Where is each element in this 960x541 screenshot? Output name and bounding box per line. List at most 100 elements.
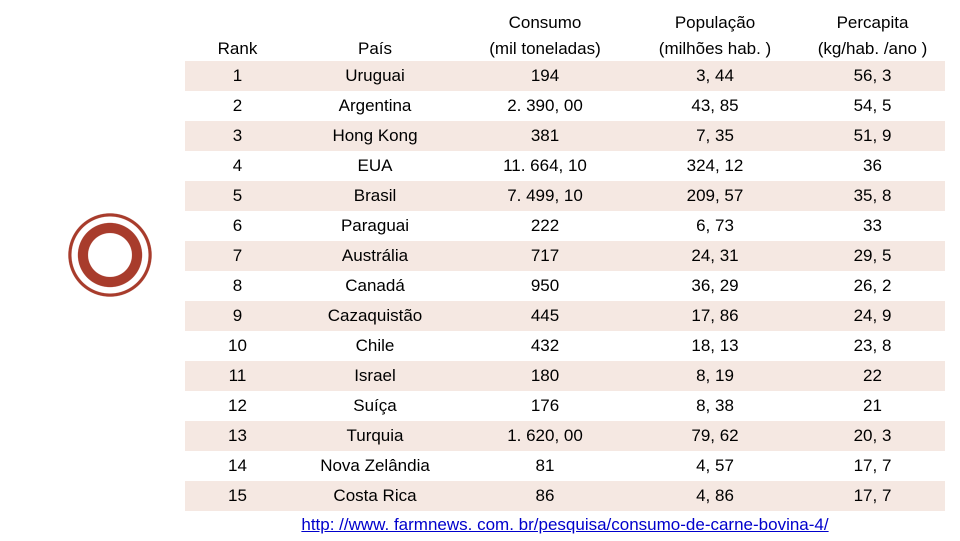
header-percapita-top: Percapita — [800, 10, 945, 36]
header-rank-top — [185, 10, 290, 36]
cell-percapita: 20, 3 — [800, 421, 945, 451]
table-row: 8Canadá95036, 2926, 2 — [185, 271, 945, 301]
source-row: http: //www. farmnews. com. br/pesquisa/… — [185, 511, 945, 541]
cell-consumo: 381 — [460, 121, 630, 151]
table-body: 1Uruguai1943, 4456, 32Argentina2. 390, 0… — [185, 61, 945, 541]
cell-consumo: 194 — [460, 61, 630, 91]
cell-rank: 9 — [185, 301, 290, 331]
header-pais: País — [290, 36, 460, 62]
cell-populacao: 18, 13 — [630, 331, 800, 361]
cell-consumo: 432 — [460, 331, 630, 361]
cell-populacao: 3, 44 — [630, 61, 800, 91]
table-row: 2Argentina2. 390, 0043, 8554, 5 — [185, 91, 945, 121]
cell-percapita: 26, 2 — [800, 271, 945, 301]
cell-rank: 2 — [185, 91, 290, 121]
cell-pais: EUA — [290, 151, 460, 181]
table-row: 15Costa Rica864, 8617, 7 — [185, 481, 945, 511]
cell-populacao: 17, 86 — [630, 301, 800, 331]
cell-populacao: 4, 57 — [630, 451, 800, 481]
header-pais-top — [290, 10, 460, 36]
cell-consumo: 222 — [460, 211, 630, 241]
table-row: 11Israel1808, 1922 — [185, 361, 945, 391]
consumption-table: Consumo População Percapita Rank País (m… — [185, 10, 945, 541]
cell-percapita: 33 — [800, 211, 945, 241]
cell-pais: Israel — [290, 361, 460, 391]
cell-percapita: 36 — [800, 151, 945, 181]
table-header: Consumo População Percapita Rank País (m… — [185, 10, 945, 61]
cell-rank: 15 — [185, 481, 290, 511]
header-consumo: (mil toneladas) — [460, 36, 630, 62]
cell-percapita: 29, 5 — [800, 241, 945, 271]
cell-consumo: 7. 499, 10 — [460, 181, 630, 211]
header-rank: Rank — [185, 36, 290, 62]
cell-pais: Paraguai — [290, 211, 460, 241]
table-row: 14Nova Zelândia814, 5717, 7 — [185, 451, 945, 481]
cell-rank: 6 — [185, 211, 290, 241]
cell-rank: 14 — [185, 451, 290, 481]
cell-rank: 13 — [185, 421, 290, 451]
cell-pais: Chile — [290, 331, 460, 361]
cell-percapita: 17, 7 — [800, 481, 945, 511]
cell-rank: 3 — [185, 121, 290, 151]
header-consumo-top: Consumo — [460, 10, 630, 36]
table-row: 3Hong Kong3817, 3551, 9 — [185, 121, 945, 151]
table-row: 9Cazaquistão44517, 8624, 9 — [185, 301, 945, 331]
cell-percapita: 24, 9 — [800, 301, 945, 331]
cell-pais: Hong Kong — [290, 121, 460, 151]
cell-pais: Brasil — [290, 181, 460, 211]
cell-populacao: 8, 19 — [630, 361, 800, 391]
header-populacao-top: População — [630, 10, 800, 36]
cell-pais: Nova Zelândia — [290, 451, 460, 481]
cell-rank: 12 — [185, 391, 290, 421]
cell-pais: Uruguai — [290, 61, 460, 91]
cell-consumo: 717 — [460, 241, 630, 271]
cell-percapita: 35, 8 — [800, 181, 945, 211]
cell-populacao: 79, 62 — [630, 421, 800, 451]
cell-consumo: 11. 664, 10 — [460, 151, 630, 181]
source-link[interactable]: http: //www. farmnews. com. br/pesquisa/… — [185, 511, 945, 541]
cell-percapita: 22 — [800, 361, 945, 391]
cell-rank: 10 — [185, 331, 290, 361]
cell-percapita: 54, 5 — [800, 91, 945, 121]
cell-populacao: 324, 12 — [630, 151, 800, 181]
table-container: Consumo População Percapita Rank País (m… — [185, 10, 945, 541]
cell-consumo: 445 — [460, 301, 630, 331]
cell-consumo: 2. 390, 00 — [460, 91, 630, 121]
cell-consumo: 81 — [460, 451, 630, 481]
table-row: 7Austrália71724, 3129, 5 — [185, 241, 945, 271]
table-row: 6Paraguai2226, 7333 — [185, 211, 945, 241]
cell-percapita: 23, 8 — [800, 331, 945, 361]
cell-populacao: 4, 86 — [630, 481, 800, 511]
cell-percapita: 17, 7 — [800, 451, 945, 481]
cell-consumo: 176 — [460, 391, 630, 421]
cell-consumo: 180 — [460, 361, 630, 391]
cell-consumo: 86 — [460, 481, 630, 511]
cell-pais: Canadá — [290, 271, 460, 301]
cell-populacao: 7, 35 — [630, 121, 800, 151]
cell-pais: Turquia — [290, 421, 460, 451]
cell-pais: Suíça — [290, 391, 460, 421]
cell-percapita: 51, 9 — [800, 121, 945, 151]
cell-rank: 4 — [185, 151, 290, 181]
table-row: 1Uruguai1943, 4456, 3 — [185, 61, 945, 91]
header-percapita: (kg/hab. /ano ) — [800, 36, 945, 62]
header-populacao: (milhões hab. ) — [630, 36, 800, 62]
cell-percapita: 21 — [800, 391, 945, 421]
cell-rank: 5 — [185, 181, 290, 211]
cell-pais: Argentina — [290, 91, 460, 121]
cell-populacao: 43, 85 — [630, 91, 800, 121]
cell-consumo: 1. 620, 00 — [460, 421, 630, 451]
cell-pais: Austrália — [290, 241, 460, 271]
cell-rank: 7 — [185, 241, 290, 271]
cell-rank: 1 — [185, 61, 290, 91]
table-row: 10Chile43218, 1323, 8 — [185, 331, 945, 361]
table-row: 5Brasil7. 499, 10209, 5735, 8 — [185, 181, 945, 211]
cell-populacao: 6, 73 — [630, 211, 800, 241]
table-row: 13Turquia1. 620, 0079, 6220, 3 — [185, 421, 945, 451]
table-row: 4EUA11. 664, 10324, 1236 — [185, 151, 945, 181]
table-row: 12Suíça1768, 3821 — [185, 391, 945, 421]
decorative-ring-icon — [65, 210, 155, 300]
cell-rank: 8 — [185, 271, 290, 301]
cell-populacao: 36, 29 — [630, 271, 800, 301]
cell-pais: Costa Rica — [290, 481, 460, 511]
